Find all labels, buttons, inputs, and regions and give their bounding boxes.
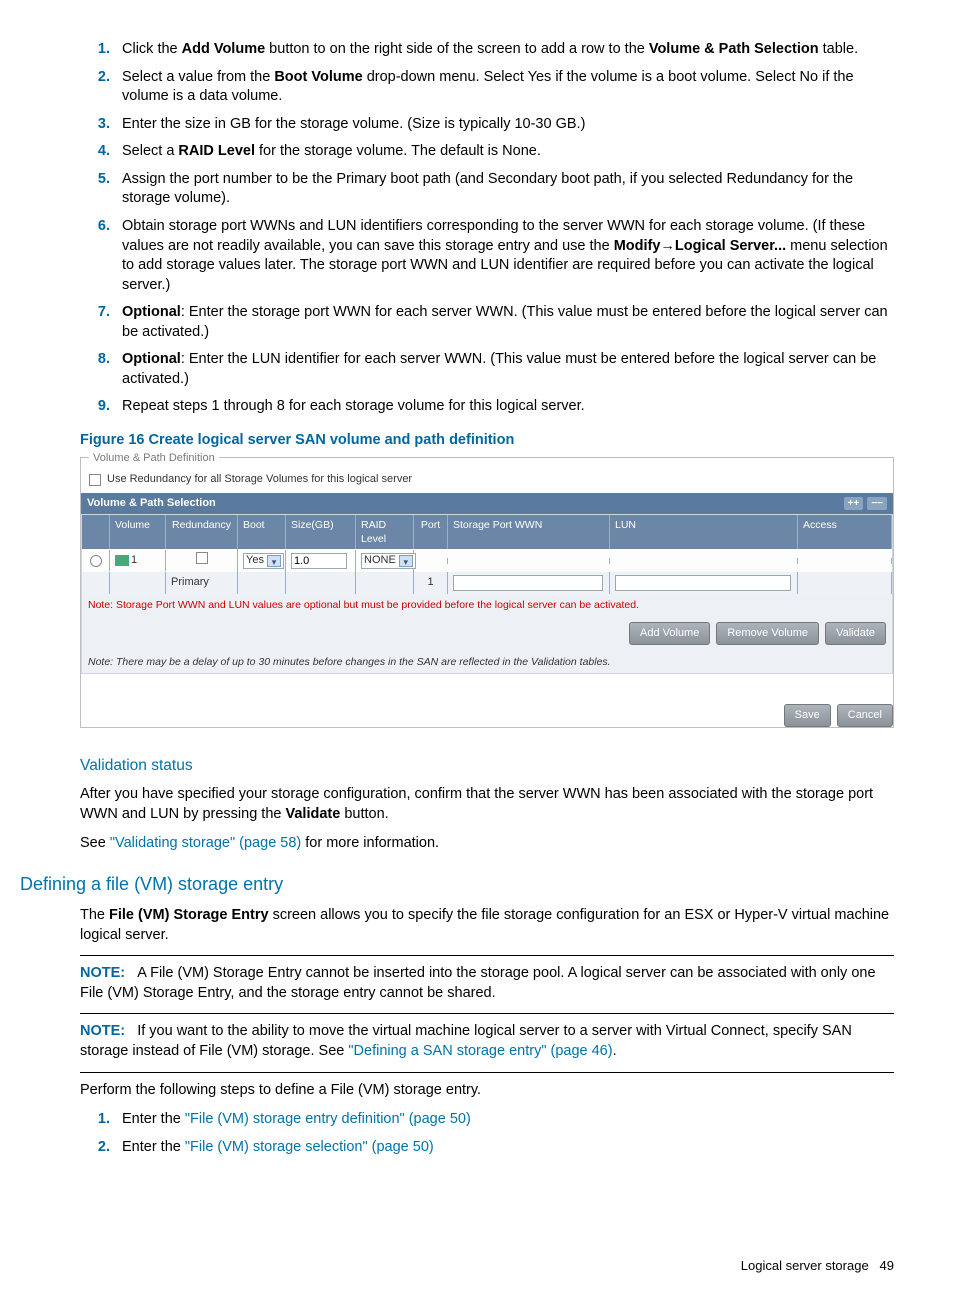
fvm-def-link[interactable]: "File (VM) storage entry definition" (pa… bbox=[185, 1111, 471, 1127]
san-entry-link[interactable]: "Defining a SAN storage entry" (page 46) bbox=[348, 1043, 612, 1059]
row-redundancy-checkbox[interactable] bbox=[196, 552, 208, 564]
procedure-steps: Click the Add Volume button to on the ri… bbox=[60, 40, 894, 417]
figure-caption: Figure 16 Create logical server SAN volu… bbox=[80, 431, 894, 451]
note-delay: Note: There may be a delay of up to 30 m… bbox=[82, 651, 892, 673]
fvm-sel-link[interactable]: "File (VM) storage selection" (page 50) bbox=[185, 1139, 434, 1155]
step-4: Select a RAID Level for the storage volu… bbox=[114, 142, 894, 162]
figure-screenshot: Volume & Path Definition Use Redundancy … bbox=[80, 457, 894, 729]
step-8: Optional: Enter the LUN identifier for e… bbox=[114, 350, 894, 389]
section2-p1: The File (VM) Storage Entry screen allow… bbox=[80, 906, 894, 945]
selection-header: Volume & Path Selection ++−− bbox=[81, 493, 893, 514]
collapse-all-icon[interactable]: −− bbox=[867, 497, 887, 511]
note-2: NOTE: If you want to the ability to move… bbox=[80, 1022, 894, 1061]
redundancy-label: Use Redundancy for all Storage Volumes f… bbox=[107, 472, 412, 487]
validate-button[interactable]: Validate bbox=[825, 622, 886, 645]
add-volume-button[interactable]: Add Volume bbox=[629, 622, 710, 645]
volume-icon bbox=[115, 555, 129, 566]
validation-heading: Validation status bbox=[80, 756, 894, 777]
step-7: Optional: Enter the storage port WWN for… bbox=[114, 303, 894, 342]
section2-steps: Enter the "File (VM) storage entry defin… bbox=[60, 1110, 894, 1157]
note-1: NOTE: A File (VM) Storage Entry cannot b… bbox=[80, 964, 894, 1003]
table-header: Volume Redundancy Boot Size(GB) RAID Lev… bbox=[82, 515, 892, 549]
table-row-sub: Primary 1 bbox=[82, 572, 892, 594]
step-3: Enter the size in GB for the storage vol… bbox=[114, 115, 894, 135]
s2-step-2: Enter the "File (VM) storage selection" … bbox=[114, 1138, 894, 1158]
validation-p1: After you have specified your storage co… bbox=[80, 785, 894, 824]
size-input[interactable] bbox=[291, 553, 347, 569]
lun-input[interactable] bbox=[615, 575, 791, 591]
save-button[interactable]: Save bbox=[784, 704, 831, 727]
chevron-down-icon: ▾ bbox=[267, 555, 281, 567]
chevron-down-icon: ▾ bbox=[399, 555, 413, 567]
step-5: Assign the port number to be the Primary… bbox=[114, 170, 894, 209]
validation-p2: See "Validating storage" (page 58) for m… bbox=[80, 834, 894, 854]
step-2: Select a value from the Boot Volume drop… bbox=[114, 68, 894, 107]
expand-all-icon[interactable]: ++ bbox=[844, 497, 864, 511]
table-row: 1 Yes▾ NONE▾ bbox=[82, 549, 892, 572]
wwn-input[interactable] bbox=[453, 575, 603, 591]
step-9: Repeat steps 1 through 8 for each storag… bbox=[114, 397, 894, 417]
section-heading: Defining a file (VM) storage entry bbox=[20, 872, 894, 896]
redundancy-checkbox[interactable] bbox=[89, 474, 101, 486]
note-wwn-lun: Note: Storage Port WWN and LUN values ar… bbox=[82, 594, 892, 616]
s2-step-1: Enter the "File (VM) storage entry defin… bbox=[114, 1110, 894, 1130]
raid-dropdown[interactable]: NONE▾ bbox=[361, 553, 416, 569]
page-footer: Logical server storage 49 bbox=[60, 1257, 894, 1275]
validating-storage-link[interactable]: "Validating storage" (page 58) bbox=[110, 835, 301, 851]
section2-p2: Perform the following steps to define a … bbox=[80, 1081, 894, 1101]
fieldset-legend: Volume & Path Definition bbox=[89, 451, 219, 466]
step-1: Click the Add Volume button to on the ri… bbox=[114, 40, 894, 60]
cancel-button[interactable]: Cancel bbox=[837, 704, 893, 727]
row-radio[interactable] bbox=[90, 555, 102, 567]
remove-volume-button[interactable]: Remove Volume bbox=[716, 622, 819, 645]
boot-dropdown[interactable]: Yes▾ bbox=[243, 553, 284, 569]
step-6: Obtain storage port WWNs and LUN identif… bbox=[114, 217, 894, 295]
